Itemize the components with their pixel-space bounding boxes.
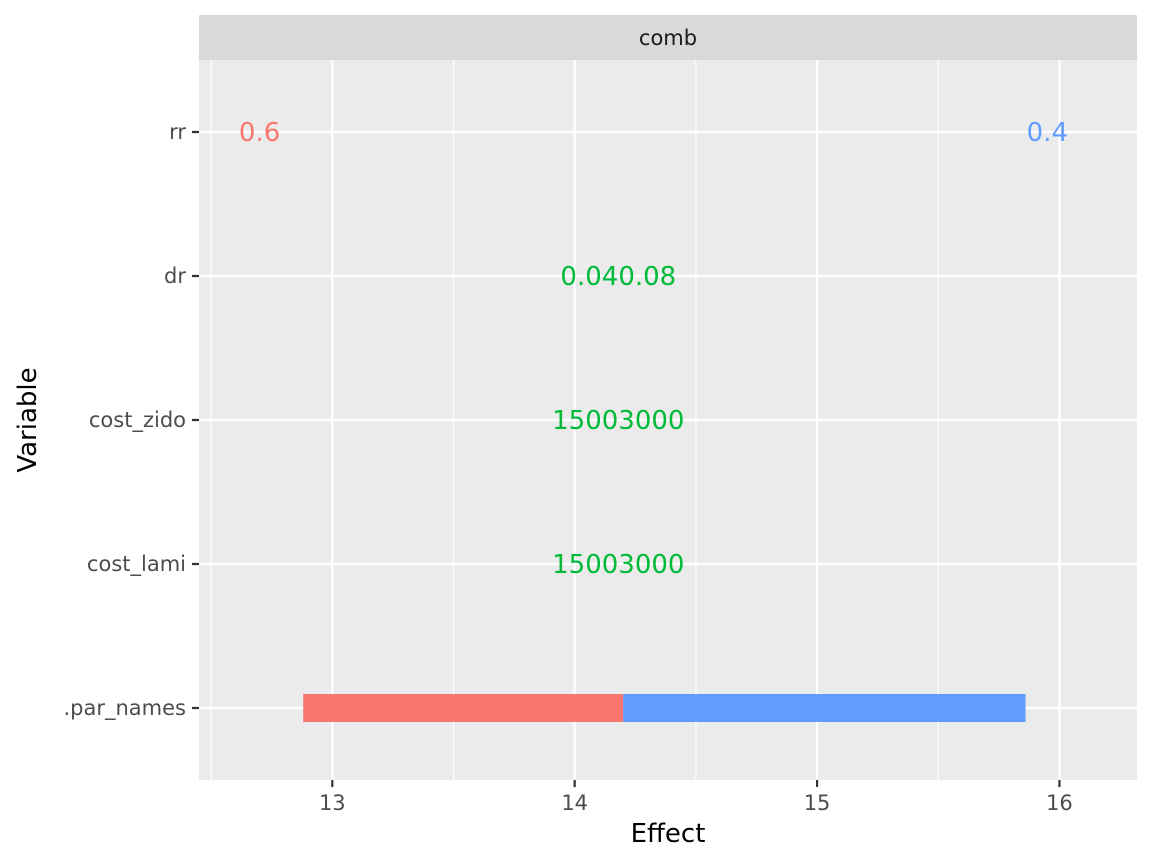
data-labels: 0.6 0.4 0.040.08 15003000 15003000 bbox=[239, 118, 1068, 580]
y-tick-label: cost_zido bbox=[89, 408, 186, 433]
x-tick-label: 15 bbox=[804, 791, 831, 815]
x-axis-title: Effect bbox=[631, 819, 706, 849]
data-label: 0.040.08 bbox=[560, 262, 676, 292]
y-axis-title: Variable bbox=[13, 367, 43, 472]
y-tick-label: .par_names bbox=[63, 696, 186, 721]
x-axis: 13 14 15 16 bbox=[319, 780, 1073, 815]
x-tick-label: 13 bbox=[319, 791, 346, 815]
facet-strip-label: comb bbox=[639, 26, 697, 50]
x-tick-label: 14 bbox=[561, 791, 588, 815]
data-label: 15003000 bbox=[552, 406, 684, 436]
y-tick-label: cost_lami bbox=[87, 552, 186, 577]
bar-segment bbox=[303, 694, 624, 722]
bars bbox=[303, 694, 1026, 722]
data-label: 0.6 bbox=[239, 118, 280, 148]
bar-segment bbox=[623, 694, 1026, 722]
x-tick-label: 16 bbox=[1046, 791, 1073, 815]
grid-major bbox=[199, 60, 1137, 780]
y-tick-label: rr bbox=[169, 120, 186, 144]
y-axis: .par_names cost_lami cost_zido dr rr bbox=[63, 120, 199, 721]
facet-strip bbox=[199, 15, 1137, 60]
data-label: 0.4 bbox=[1027, 118, 1068, 148]
y-tick-label: dr bbox=[164, 264, 186, 288]
data-label: 15003000 bbox=[552, 550, 684, 580]
